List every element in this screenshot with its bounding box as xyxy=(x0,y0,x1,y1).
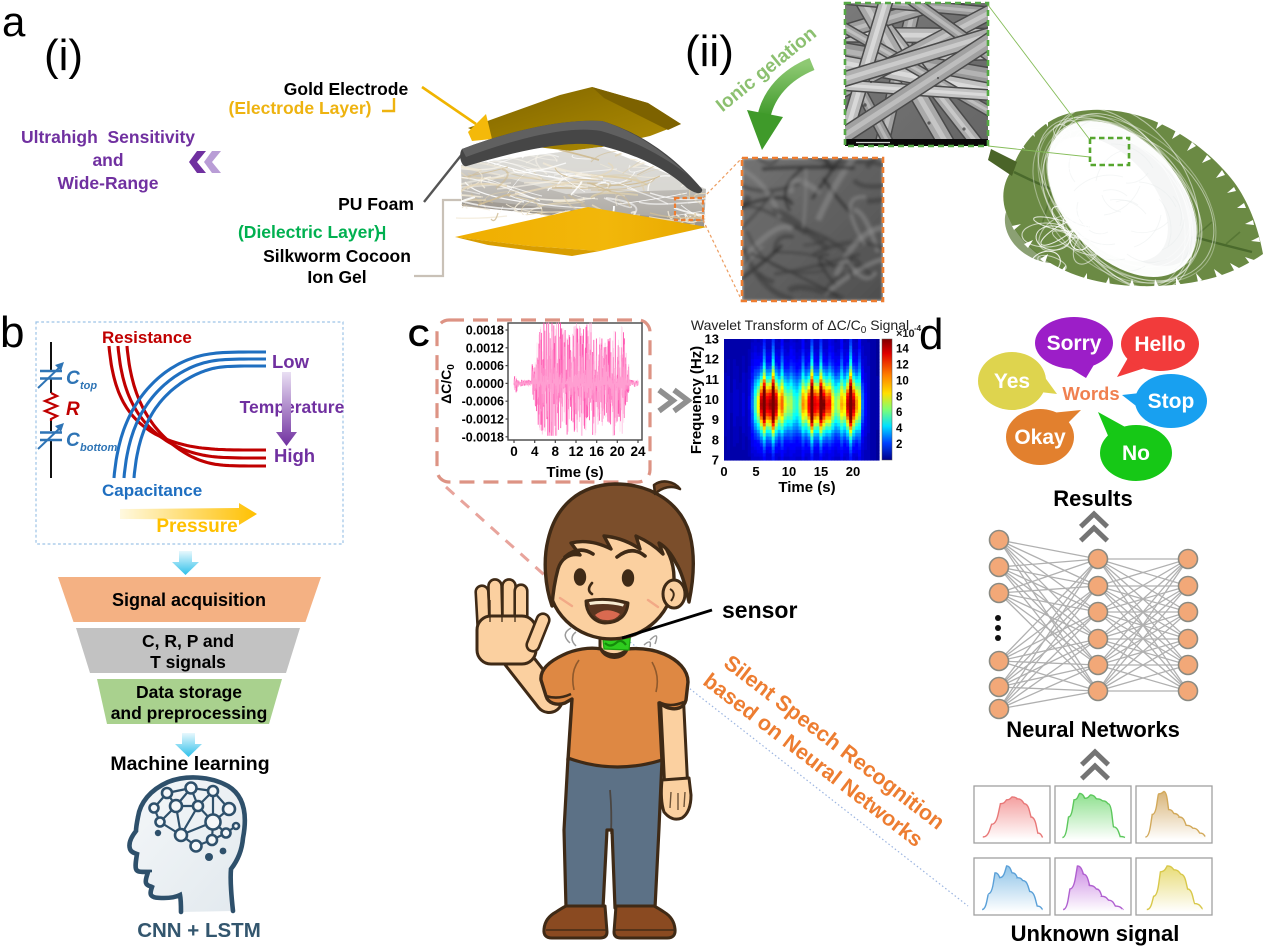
svg-text:12: 12 xyxy=(705,352,719,367)
svg-text:bottom: bottom xyxy=(80,442,117,454)
svg-text:24: 24 xyxy=(630,444,646,459)
svg-text:Pressure: Pressure xyxy=(156,516,237,537)
svg-text:Low: Low xyxy=(272,351,310,372)
svg-text:13: 13 xyxy=(705,332,719,347)
svg-text:C, R, P and: C, R, P and xyxy=(142,631,234,651)
svg-text:4: 4 xyxy=(896,423,903,435)
svg-text:2: 2 xyxy=(896,439,902,451)
svg-text:-0.0006: -0.0006 xyxy=(462,395,504,409)
svg-text:CNN + LSTM: CNN + LSTM xyxy=(137,919,261,942)
svg-text:(Dielectric Layer): (Dielectric Layer) xyxy=(238,222,380,242)
svg-text:Stop: Stop xyxy=(1148,390,1195,413)
svg-text:C: C xyxy=(408,320,430,353)
svg-text:Unknown signal: Unknown signal xyxy=(1011,921,1180,946)
svg-text:Sorry: Sorry xyxy=(1047,332,1102,355)
svg-text:0: 0 xyxy=(720,464,727,479)
svg-text:6: 6 xyxy=(896,407,902,419)
svg-text:(ii): (ii) xyxy=(685,27,734,76)
svg-text:Signal acquisition: Signal acquisition xyxy=(112,590,266,610)
svg-text:10: 10 xyxy=(896,375,909,387)
svg-text:15: 15 xyxy=(814,464,828,479)
svg-text:Machine learning: Machine learning xyxy=(110,753,269,775)
svg-text:4: 4 xyxy=(531,444,539,459)
svg-text:d: d xyxy=(919,310,943,359)
svg-text:0.0006: 0.0006 xyxy=(466,359,504,373)
svg-text:Silkworm Cocoon: Silkworm Cocoon xyxy=(263,246,411,266)
svg-text:-0.0012: -0.0012 xyxy=(462,413,504,427)
svg-text:b: b xyxy=(0,308,24,357)
svg-text:Wide-Range: Wide-Range xyxy=(58,173,159,193)
svg-text:Yes: Yes xyxy=(994,370,1030,393)
svg-text:Capacitance: Capacitance xyxy=(102,481,202,500)
svg-text:top: top xyxy=(80,380,97,392)
svg-text:R: R xyxy=(66,399,80,420)
svg-text:8: 8 xyxy=(896,391,903,403)
svg-text:0.0012: 0.0012 xyxy=(466,341,504,355)
svg-text:Results: Results xyxy=(1053,486,1132,511)
svg-text:Ultrahigh Sensitivity: Ultrahigh Sensitivity xyxy=(21,127,195,147)
svg-text:9: 9 xyxy=(712,412,719,427)
svg-text:Resistance: Resistance xyxy=(102,328,192,347)
svg-text:Time (s): Time (s) xyxy=(546,464,603,481)
svg-text:(Electrode Layer): (Electrode Layer) xyxy=(229,98,372,118)
svg-text:PU Foam: PU Foam xyxy=(338,194,414,214)
svg-text:and: and xyxy=(92,150,123,170)
svg-text:Okay: Okay xyxy=(1014,426,1066,449)
svg-text:High: High xyxy=(274,445,315,466)
svg-text:5: 5 xyxy=(752,464,759,479)
svg-text:a: a xyxy=(2,0,26,45)
svg-text:Time (s): Time (s) xyxy=(778,479,835,496)
svg-text:20: 20 xyxy=(846,464,860,479)
svg-text:-4: -4 xyxy=(914,324,922,333)
svg-text:T signals: T signals xyxy=(150,652,226,672)
svg-text:Ion Gel: Ion Gel xyxy=(307,267,366,287)
svg-text:0.0018: 0.0018 xyxy=(466,324,504,338)
svg-text:Hello: Hello xyxy=(1134,333,1185,356)
svg-text:20: 20 xyxy=(610,444,625,459)
svg-text:-0.0018: -0.0018 xyxy=(462,430,504,444)
svg-text:ΔC/C0: ΔC/C0 xyxy=(438,364,457,404)
svg-text:Frequency (Hz): Frequency (Hz) xyxy=(688,346,705,454)
svg-text:12: 12 xyxy=(896,360,909,372)
svg-text:Wavelet Transform of ΔC/C0 Sig: Wavelet Transform of ΔC/C0 Signal xyxy=(691,317,909,336)
svg-text:10: 10 xyxy=(782,464,796,479)
svg-text:Temperature: Temperature xyxy=(240,397,345,417)
svg-text:×10: ×10 xyxy=(896,328,915,340)
svg-text:10: 10 xyxy=(705,392,719,407)
svg-text:Neural Networks: Neural Networks xyxy=(1006,717,1180,742)
svg-text:0.0000: 0.0000 xyxy=(466,377,504,391)
svg-text:14: 14 xyxy=(896,344,909,356)
svg-text:Data storage: Data storage xyxy=(136,682,242,702)
svg-text:Words: Words xyxy=(1062,383,1119,404)
svg-text:11: 11 xyxy=(705,372,719,387)
svg-text:16: 16 xyxy=(589,444,605,459)
svg-text:C: C xyxy=(66,430,80,451)
svg-text:and preprocessing: and preprocessing xyxy=(111,703,268,723)
svg-text:8: 8 xyxy=(712,432,719,447)
svg-text:8: 8 xyxy=(552,444,560,459)
svg-text:12: 12 xyxy=(568,444,583,459)
svg-text:Gold Electrode: Gold Electrode xyxy=(284,79,409,99)
svg-text:C: C xyxy=(66,368,80,389)
svg-text:No: No xyxy=(1122,442,1150,465)
svg-text:7: 7 xyxy=(712,453,719,468)
svg-text:sensor: sensor xyxy=(722,597,797,623)
svg-text:0: 0 xyxy=(510,444,518,459)
svg-text:(i): (i) xyxy=(44,31,83,80)
